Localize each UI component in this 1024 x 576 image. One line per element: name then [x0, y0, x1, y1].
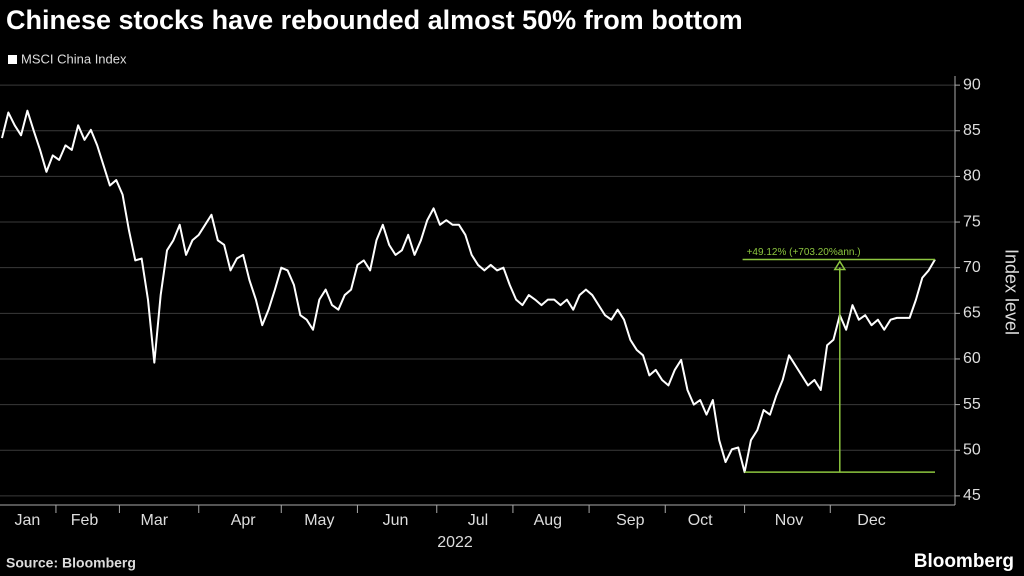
y-axis-label: Index level	[1001, 249, 1021, 335]
y-tick-label: 70	[963, 259, 981, 276]
x-axis-label: 2022	[437, 534, 473, 551]
x-tick-label: Apr	[231, 512, 257, 529]
x-tick-label: Oct	[688, 512, 713, 529]
y-tick-label: 80	[963, 168, 981, 185]
annotation-arrowhead	[833, 260, 847, 271]
x-tick-label: Sep	[616, 512, 645, 529]
x-tick-label: Nov	[775, 512, 803, 529]
y-tick-label: 55	[963, 396, 981, 413]
x-tick-label: Jun	[383, 512, 409, 529]
chart-title: Chinese stocks have rebounded almost 50%…	[6, 5, 743, 35]
y-tick-label: 50	[963, 441, 981, 458]
source: Source: Bloomberg	[6, 555, 136, 571]
y-tick-label: 90	[963, 76, 981, 93]
series-line	[1, 109, 936, 474]
y-tick-label: 85	[963, 122, 981, 139]
legend-label: MSCI China Index	[21, 51, 127, 66]
brand: Bloomberg	[914, 551, 1014, 572]
x-tick-label: Mar	[141, 512, 169, 529]
x-tick-label: Feb	[71, 512, 99, 529]
x-tick-label: Jul	[468, 512, 488, 529]
x-tick-label: Aug	[534, 512, 562, 529]
x-tick-label: Jan	[14, 512, 40, 529]
y-tick-label: 45	[963, 487, 981, 504]
y-tick-label: 75	[963, 213, 981, 230]
y-tick-label: 60	[963, 350, 981, 367]
x-tick-label: Dec	[857, 512, 885, 529]
annotation-text: +49.12% (+703.20%ann.)	[747, 247, 861, 258]
legend-swatch	[8, 55, 17, 64]
x-tick-label: May	[304, 512, 334, 529]
y-tick-label: 65	[963, 305, 981, 322]
